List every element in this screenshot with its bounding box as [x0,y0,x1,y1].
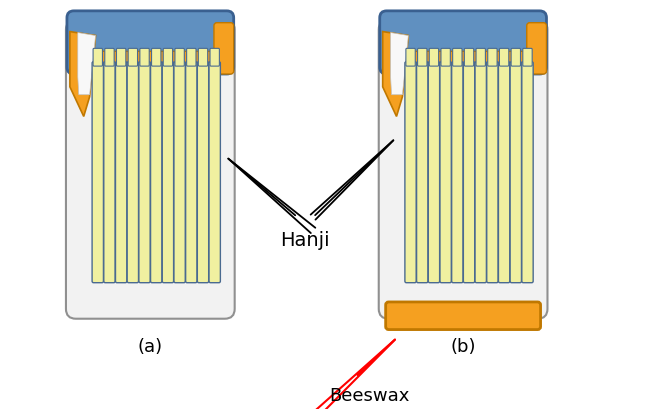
FancyBboxPatch shape [198,48,208,66]
FancyBboxPatch shape [511,48,521,66]
FancyBboxPatch shape [380,11,546,74]
FancyBboxPatch shape [104,48,114,66]
FancyBboxPatch shape [139,62,150,283]
FancyBboxPatch shape [152,48,161,66]
FancyBboxPatch shape [175,48,184,66]
FancyBboxPatch shape [499,48,509,66]
FancyBboxPatch shape [128,48,137,66]
FancyBboxPatch shape [140,48,149,66]
FancyBboxPatch shape [67,11,233,74]
Text: Beeswax: Beeswax [329,387,410,405]
FancyBboxPatch shape [379,20,548,319]
Polygon shape [70,31,95,117]
FancyBboxPatch shape [92,62,103,283]
FancyBboxPatch shape [488,48,497,66]
FancyBboxPatch shape [476,48,486,66]
FancyBboxPatch shape [115,62,127,283]
FancyBboxPatch shape [464,48,473,66]
Text: (a): (a) [138,339,163,357]
Text: Hanji: Hanji [281,231,330,250]
FancyBboxPatch shape [127,62,139,283]
FancyBboxPatch shape [163,48,173,66]
FancyBboxPatch shape [499,62,510,283]
FancyBboxPatch shape [117,48,126,66]
Polygon shape [391,33,408,95]
FancyBboxPatch shape [487,62,498,283]
FancyBboxPatch shape [66,20,235,319]
FancyBboxPatch shape [441,48,450,66]
FancyBboxPatch shape [186,62,197,283]
FancyBboxPatch shape [406,48,415,66]
FancyBboxPatch shape [405,62,416,283]
FancyBboxPatch shape [523,48,532,66]
FancyBboxPatch shape [395,51,531,74]
FancyBboxPatch shape [475,62,486,283]
FancyBboxPatch shape [104,62,115,283]
FancyBboxPatch shape [209,62,221,283]
FancyBboxPatch shape [451,62,463,283]
FancyBboxPatch shape [430,48,439,66]
FancyBboxPatch shape [417,48,427,66]
FancyBboxPatch shape [93,48,103,66]
FancyBboxPatch shape [428,62,440,283]
FancyBboxPatch shape [417,62,428,283]
FancyBboxPatch shape [527,22,546,74]
FancyBboxPatch shape [463,62,475,283]
FancyBboxPatch shape [210,48,219,66]
FancyBboxPatch shape [510,62,521,283]
FancyBboxPatch shape [82,51,219,74]
FancyBboxPatch shape [453,48,462,66]
Text: (b): (b) [450,339,476,357]
FancyBboxPatch shape [440,62,452,283]
FancyBboxPatch shape [214,22,233,74]
FancyBboxPatch shape [150,62,162,283]
FancyBboxPatch shape [197,62,209,283]
FancyBboxPatch shape [386,302,541,330]
Polygon shape [382,31,408,117]
FancyBboxPatch shape [174,62,185,283]
FancyBboxPatch shape [186,48,196,66]
FancyBboxPatch shape [163,62,174,283]
Polygon shape [78,33,95,95]
FancyBboxPatch shape [522,62,533,283]
